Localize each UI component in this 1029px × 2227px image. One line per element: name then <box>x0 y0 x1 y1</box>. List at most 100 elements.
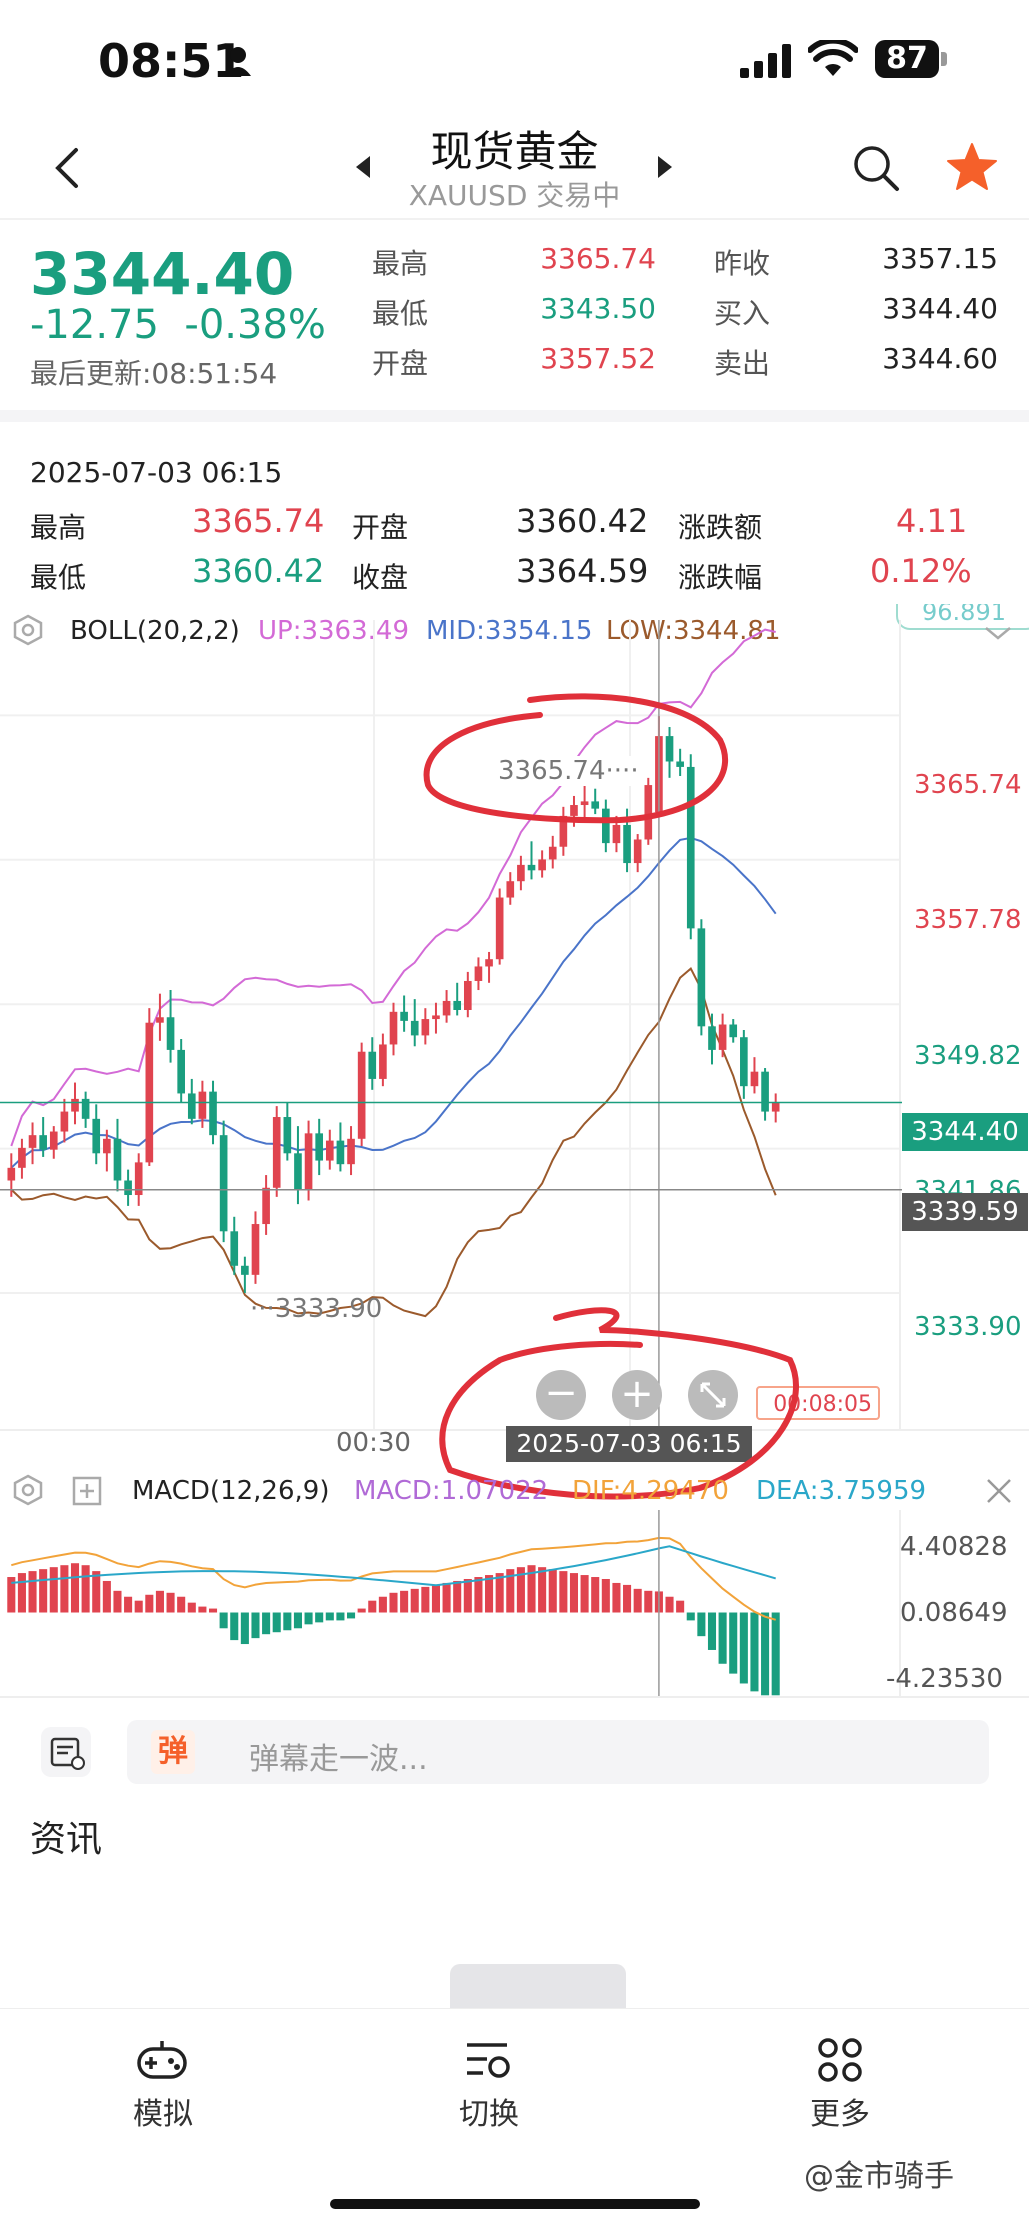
candle-body <box>113 1138 122 1181</box>
open-value: 3357.52 <box>540 342 656 375</box>
macd-settings-icon[interactable] <box>12 1474 44 1506</box>
macd-bar <box>177 1596 186 1613</box>
tooltip-open-label: 开盘 <box>352 511 409 544</box>
macd-bar <box>559 1571 568 1613</box>
candle-body <box>81 1098 90 1119</box>
macd-bar <box>527 1565 536 1613</box>
boll-low: LOW:3344.81 <box>606 616 781 646</box>
candle-body <box>761 1071 769 1112</box>
tab-switch-label: 切换 <box>459 2097 519 2132</box>
tab-more[interactable]: 更多 <box>760 2035 920 2133</box>
macd-bar <box>686 1612 695 1621</box>
macd-bar <box>240 1612 249 1645</box>
candle-body <box>49 1131 58 1150</box>
fullscreen-button[interactable] <box>688 1370 738 1420</box>
add-indicator-icon[interactable] <box>72 1476 102 1506</box>
prev-instrument-icon[interactable] <box>354 154 372 180</box>
back-icon[interactable] <box>52 146 82 190</box>
macd-bar <box>750 1612 759 1692</box>
macd-bar <box>166 1592 175 1613</box>
macd-bar <box>697 1612 706 1637</box>
crosshair-date-tag: 2025-07-03 06:15 <box>506 1426 752 1462</box>
macd-bar <box>591 1577 600 1613</box>
tab-switch[interactable]: 切换 <box>409 2035 569 2133</box>
macd-bar <box>485 1575 494 1613</box>
macd-bar <box>569 1573 579 1613</box>
macd-bar <box>187 1602 196 1613</box>
macd-bar <box>283 1612 292 1631</box>
candle-body <box>103 1138 111 1154</box>
zoom-out-button[interactable]: − <box>536 1370 586 1420</box>
candle-body <box>676 761 684 767</box>
danmaku-input[interactable]: 弹 弹幕走一波... <box>127 1720 989 1784</box>
dif-value: DIF:4.29470 <box>572 1476 729 1506</box>
candle-body <box>60 1111 69 1132</box>
macd-bar <box>665 1596 674 1613</box>
countdown-badge: 00:08:05 <box>756 1386 880 1420</box>
news-heading: 资讯 <box>30 1819 103 1860</box>
macd-chart[interactable] <box>0 1510 1029 1696</box>
candle-body <box>495 897 504 960</box>
macd-bar <box>293 1612 302 1629</box>
next-instrument-icon[interactable] <box>656 154 674 180</box>
candle-body <box>665 736 674 762</box>
bid-value: 3344.40 <box>882 292 998 325</box>
candle-body <box>241 1265 249 1275</box>
macd-name: MACD(12,26,9) <box>132 1476 330 1506</box>
axis-price-1: 3365.74 <box>914 770 1022 800</box>
macd-bar <box>739 1612 748 1684</box>
crosshair-price-tag: 3339.59 <box>902 1193 1028 1231</box>
person-icon <box>225 47 251 76</box>
macd-bar <box>410 1588 419 1613</box>
open-label: 开盘 <box>372 347 429 380</box>
macd-bar <box>368 1600 377 1613</box>
collapse-icon[interactable] <box>984 626 1012 640</box>
candle-body <box>580 801 589 806</box>
settings-hex-icon[interactable] <box>12 614 44 646</box>
tab-simulate[interactable]: 模拟 <box>83 2035 243 2133</box>
drawer-handle[interactable] <box>450 1964 626 2010</box>
bid-label: 买入 <box>714 297 771 330</box>
macd-bar <box>28 1571 37 1613</box>
section-divider <box>0 410 1029 422</box>
status-bar: 08:51 87 <box>0 0 1029 120</box>
candle-body <box>750 1071 759 1087</box>
macd-bar <box>516 1567 525 1613</box>
candlestick-chart[interactable] <box>0 620 1029 1460</box>
macd-bar <box>474 1577 483 1613</box>
search-icon[interactable] <box>852 144 900 192</box>
high-marker-value: 3365.74 <box>498 756 606 786</box>
candle-body <box>432 1015 440 1020</box>
ask-label: 卖出 <box>714 347 771 380</box>
candle-body <box>527 864 536 871</box>
low-label: 最低 <box>372 297 429 330</box>
candle-body <box>400 1011 408 1021</box>
macd-bar <box>208 1608 218 1613</box>
news-feed-icon[interactable] <box>40 1726 92 1778</box>
gamepad-icon <box>137 2041 187 2079</box>
macd-bar <box>315 1612 324 1623</box>
candle-body <box>602 808 610 844</box>
tooltip-low: 3360.42 <box>192 552 325 590</box>
boll-name: BOLL(20,2,2) <box>70 616 240 646</box>
candle-body <box>347 1138 355 1165</box>
status-time: 08:51 <box>98 34 245 88</box>
home-indicator[interactable] <box>330 2199 700 2209</box>
macd-bar <box>304 1612 313 1625</box>
favorite-star-icon[interactable] <box>946 142 998 192</box>
tooltip-high-label: 最高 <box>30 511 87 544</box>
macd-bar <box>198 1606 207 1613</box>
candle-body <box>389 1011 398 1045</box>
boll-lower-line <box>10 967 777 1318</box>
change-value: -12.75 <box>30 302 159 348</box>
candle-body <box>442 1000 451 1016</box>
candle-body <box>463 980 472 1010</box>
macd-bar <box>718 1612 727 1664</box>
close-icon[interactable] <box>984 1476 1014 1506</box>
tooltip-chg-label: 涨跌额 <box>678 511 763 544</box>
candle-body <box>697 928 706 1027</box>
zoom-in-button[interactable]: + <box>612 1370 662 1420</box>
axis-price-2: 3357.78 <box>914 905 1022 935</box>
tooltip-close: 3364.59 <box>516 552 649 590</box>
macd-bar <box>113 1590 122 1613</box>
